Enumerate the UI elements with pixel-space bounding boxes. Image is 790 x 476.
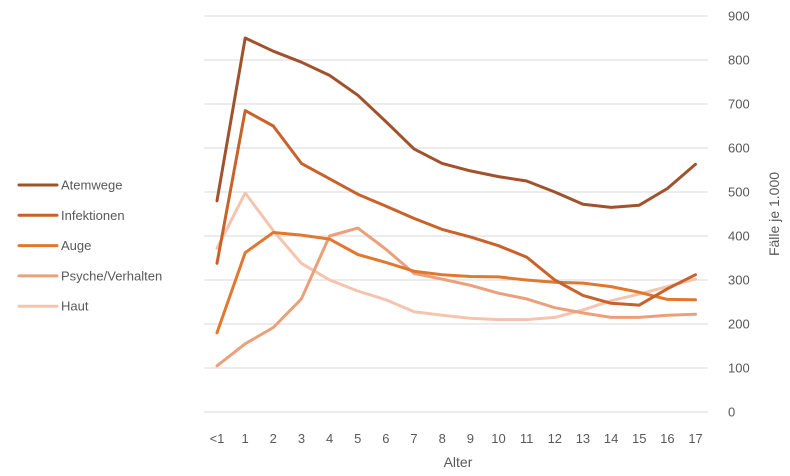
plot-area	[215, 36, 697, 368]
y-tick-label: 600	[728, 141, 750, 156]
legend-item: Atemwege	[17, 178, 122, 193]
x-tick-label: 13	[576, 431, 590, 446]
x-axis-title: Alter	[444, 454, 473, 470]
gridlines	[204, 15, 708, 413]
x-tick-label: 11	[520, 431, 534, 446]
x-axis: <1 1 2 3 4 5 6 7 8 9 10 11 12 13 14 15 16 17	[210, 431, 703, 446]
legend-item: Infektionen	[17, 208, 125, 223]
y-axis: 0 100 200 300 400 500 600 700 800 900	[728, 9, 750, 420]
x-tick-label: 6	[382, 431, 389, 446]
legend-item: Psyche/Verhalten	[17, 268, 162, 283]
x-tick-label: 7	[410, 431, 417, 446]
y-axis-title: Fälle je 1.000	[766, 172, 782, 256]
legend: Atemwege Infektionen Auge Psyche/Verhalten H…	[17, 178, 162, 314]
x-tick-label: 3	[298, 431, 305, 446]
legend-item: Auge	[17, 238, 91, 253]
y-tick-label: 200	[728, 317, 750, 332]
series-line-infektionen	[215, 109, 697, 307]
y-tick-label: 400	[728, 229, 750, 244]
legend-label: Infektionen	[61, 208, 125, 223]
x-tick-label: <1	[210, 431, 225, 446]
legend-label: Haut	[61, 299, 89, 314]
series-line-auge	[215, 231, 697, 335]
x-tick-label: 12	[548, 431, 562, 446]
y-tick-label: 800	[728, 53, 750, 68]
y-tick-label: 100	[728, 361, 750, 376]
y-tick-label: 500	[728, 185, 750, 200]
y-tick-label: 300	[728, 273, 750, 288]
series-line-haut	[215, 191, 697, 322]
x-tick-label: 17	[688, 431, 702, 446]
series-line-atemwege	[215, 36, 697, 209]
legend-item: Haut	[17, 299, 89, 314]
x-tick-label: 15	[632, 431, 646, 446]
x-tick-label: 16	[660, 431, 674, 446]
x-tick-label: 4	[326, 431, 333, 446]
x-tick-label: 14	[604, 431, 618, 446]
x-tick-label: 2	[270, 431, 277, 446]
legend-label: Auge	[61, 238, 91, 253]
legend-label: Atemwege	[61, 178, 122, 193]
y-tick-label: 900	[728, 9, 750, 24]
y-tick-label: 700	[728, 97, 750, 112]
x-tick-label: 10	[491, 431, 505, 446]
x-tick-label: 5	[354, 431, 361, 446]
legend-label: Psyche/Verhalten	[61, 268, 162, 283]
series-line-psyche-verhalten	[215, 226, 697, 368]
y-tick-label: 0	[728, 405, 735, 420]
x-tick-label: 9	[467, 431, 474, 446]
x-tick-label: 1	[242, 431, 249, 446]
x-tick-label: 8	[439, 431, 446, 446]
